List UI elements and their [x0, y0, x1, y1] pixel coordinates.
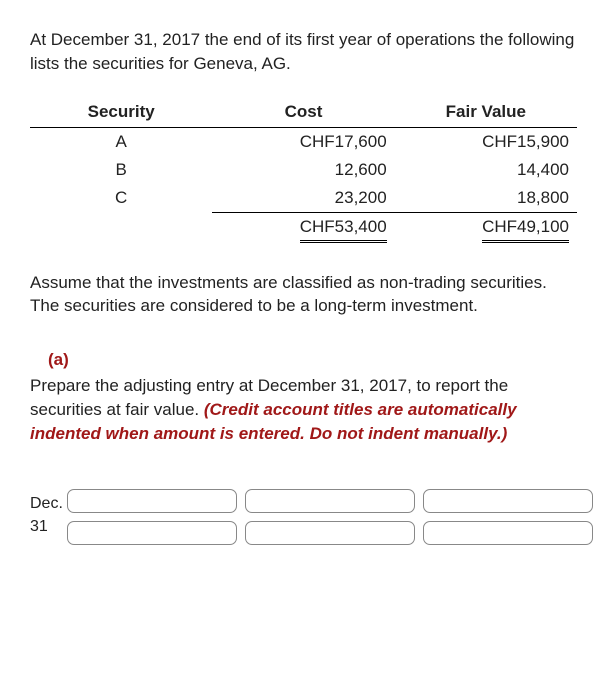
- intro-text: At December 31, 2017 the end of its firs…: [30, 28, 577, 76]
- table-row: C 23,200 18,800: [30, 184, 577, 212]
- cell-security: A: [30, 128, 212, 156]
- debit-input-1[interactable]: [245, 489, 415, 513]
- assumption-text: Assume that the investments are classifi…: [30, 271, 577, 319]
- cell-fv: CHF15,900: [395, 128, 577, 156]
- credit-input-1[interactable]: [423, 489, 593, 513]
- total-fv: CHF49,100: [482, 215, 569, 243]
- table-total-row: CHF53,400 CHF49,100: [30, 212, 577, 244]
- cell-cost: 12,600: [212, 156, 394, 184]
- cell-cost: 23,200: [212, 184, 394, 212]
- col-fair-value: Fair Value: [395, 98, 577, 128]
- col-cost: Cost: [212, 98, 394, 128]
- cell-fv: 14,400: [395, 156, 577, 184]
- debit-input-2[interactable]: [245, 521, 415, 545]
- credit-input-2[interactable]: [423, 521, 593, 545]
- cell-security: B: [30, 156, 212, 184]
- cell-security: C: [30, 184, 212, 212]
- account-input-2[interactable]: [67, 521, 237, 545]
- cell-fv: 18,800: [395, 184, 577, 212]
- part-label: (a): [48, 348, 577, 372]
- table-row: B 12,600 14,400: [30, 156, 577, 184]
- account-input-1[interactable]: [67, 489, 237, 513]
- entry-inputs: [67, 489, 593, 545]
- securities-table: Security Cost Fair Value A CHF17,600 CHF…: [30, 98, 577, 245]
- total-cost: CHF53,400: [300, 215, 387, 243]
- journal-entry-area: Dec. 31: [30, 489, 577, 545]
- table-row: A CHF17,600 CHF15,900: [30, 128, 577, 156]
- cell-cost: CHF17,600: [212, 128, 394, 156]
- entry-date-label: Dec. 31: [30, 489, 63, 538]
- instruction: Prepare the adjusting entry at December …: [30, 374, 577, 445]
- col-security: Security: [30, 98, 212, 128]
